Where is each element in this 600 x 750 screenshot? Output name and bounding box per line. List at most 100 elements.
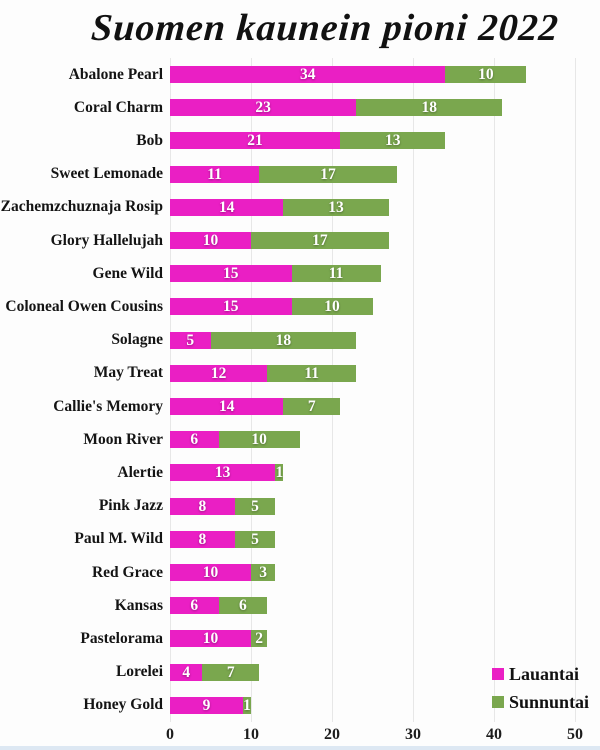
bar-segment-sunnuntai: 10 [218, 431, 300, 449]
x-axis-tick-label: 10 [243, 726, 259, 743]
bar-value-label: 10 [478, 66, 494, 84]
stacked-bar: 14 13 [170, 198, 389, 216]
bar-row: Abalone Pearl 34 10 [0, 58, 600, 91]
bar-segment-lauantai: 6 [170, 597, 219, 615]
stacked-bar: 10 17 [170, 232, 389, 250]
bar-row: Bob 21 13 [0, 124, 600, 157]
bar-value-label: 5 [251, 530, 259, 548]
bar-value-label: 6 [239, 597, 247, 615]
legend-item-lauantai: Lauantai [492, 660, 600, 688]
bar-row: Pink Jazz 8 5 [0, 490, 600, 523]
gridline [413, 58, 414, 722]
bar-segment-sunnuntai: 6 [218, 597, 268, 615]
gridline [332, 58, 333, 722]
bar-value-label: 15 [223, 265, 239, 283]
bar-segment-sunnuntai: 13 [340, 132, 446, 150]
gridline [494, 58, 495, 722]
bar-value-label: 10 [202, 232, 219, 250]
bar-value-label: 10 [251, 431, 267, 449]
category-label: Gene Wild [92, 264, 163, 282]
x-axis-tick-label: 50 [567, 726, 583, 743]
bar-segment-lauantai: 14 [170, 198, 284, 216]
bar-row: May Treat 12 11 [0, 357, 600, 390]
bar-row: Kansas 6 6 [0, 589, 600, 622]
bar-value-label: 13 [214, 464, 231, 482]
bar-segment-sunnuntai: 17 [259, 165, 397, 183]
bar-segment-lauantai: 4 [170, 663, 203, 681]
bar-segment-sunnuntai: 5 [234, 497, 276, 515]
category-label: Alertie [117, 463, 163, 481]
category-label: Moon River [83, 430, 163, 448]
legend-label: Lauantai [509, 663, 580, 684]
bar-segment-lauantai: 15 [170, 265, 292, 283]
bar-value-label: 15 [223, 298, 239, 316]
bar-row: Callie's Memory 14 7 [0, 390, 600, 423]
bar-segment-lauantai: 5 [170, 331, 211, 349]
bar-value-label: 13 [384, 132, 401, 150]
x-axis-tick-label: 20 [324, 726, 340, 743]
stacked-bar: 15 10 [170, 298, 373, 316]
bar-row: Red Grace 10 3 [0, 556, 600, 589]
bar-value-label: 4 [182, 663, 191, 681]
bar-value-label: 7 [226, 663, 235, 681]
bar-row: Moon River 6 10 [0, 423, 600, 456]
bar-value-label: 10 [202, 564, 219, 582]
bar-value-label: 18 [275, 331, 292, 349]
bar-value-label: 17 [320, 165, 336, 183]
stacked-bar: 23 18 [170, 99, 503, 117]
bar-segment-sunnuntai: 7 [283, 398, 341, 416]
bar-segment-sunnuntai: 10 [445, 66, 527, 84]
legend-swatch-icon [492, 668, 504, 680]
legend: Lauantai Sunnuntai [492, 660, 600, 716]
stacked-bar: 10 3 [170, 564, 276, 582]
bar-row: Pastelorama 10 2 [0, 622, 600, 655]
bar-segment-lauantai: 8 [170, 497, 235, 515]
bar-value-label: 21 [247, 132, 263, 150]
category-label: Coloneal Owen Cousins [5, 297, 163, 315]
bar-segment-lauantai: 8 [170, 530, 235, 548]
stacked-bar: 6 10 [170, 431, 300, 449]
bar-segment-lauantai: 15 [170, 298, 292, 316]
bar-value-label: 13 [328, 198, 344, 216]
bar-row: Coloneal Owen Cousins 15 10 [0, 290, 600, 323]
bar-value-label: 10 [202, 630, 219, 648]
bar-value-label: 10 [324, 298, 340, 316]
bar-segment-sunnuntai: 13 [283, 198, 389, 216]
bar-value-label: 11 [328, 265, 344, 283]
bar-segment-sunnuntai: 11 [291, 265, 381, 283]
chart-title: Suomen kaunein pioni 2022 [89, 7, 561, 49]
bar-value-label: 6 [190, 431, 199, 449]
bar-value-label: 7 [307, 398, 316, 416]
bar-value-label: 23 [255, 99, 271, 117]
stacked-bar: 5 18 [170, 331, 357, 349]
bar-segment-lauantai: 14 [170, 398, 284, 416]
bar-value-label: 11 [207, 165, 222, 183]
stacked-bar: 13 1 [170, 464, 284, 482]
stacked-bar: 15 11 [170, 265, 381, 283]
x-axis-tick-label: 40 [486, 726, 502, 743]
bar-value-label: 6 [190, 597, 199, 615]
x-axis-tick-label: 0 [166, 726, 174, 743]
bar-segment-sunnuntai: 5 [234, 530, 276, 548]
bar-segment-sunnuntai: 17 [251, 232, 389, 250]
category-label: Solagne [111, 331, 163, 349]
bar-row: Solagne 5 18 [0, 324, 600, 357]
gridline [170, 58, 171, 722]
bar-segment-sunnuntai: 2 [251, 630, 268, 648]
bar-row: Coral Charm 23 18 [0, 91, 600, 124]
bar-segment-lauantai: 34 [170, 66, 446, 84]
bar-segment-lauantai: 6 [170, 431, 219, 449]
bar-row: Paul M. Wild 8 5 [0, 523, 600, 556]
bar-segment-sunnuntai: 18 [356, 99, 503, 117]
bar-row: Honey Gold 9 1 [0, 689, 600, 722]
category-label: Red Grace [91, 563, 163, 581]
bar-value-label: 5 [251, 497, 259, 515]
bar-segment-sunnuntai: 18 [210, 331, 357, 349]
legend-label: Sunnuntai [509, 691, 590, 712]
bar-segment-lauantai: 13 [170, 464, 276, 482]
category-label: May Treat [93, 364, 163, 382]
category-label: Bob [136, 131, 163, 149]
